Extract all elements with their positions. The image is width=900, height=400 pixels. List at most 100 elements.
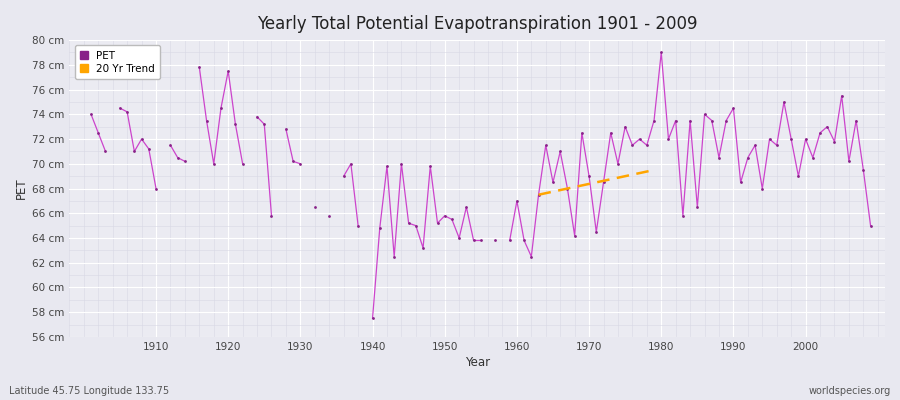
Point	[590, 229, 604, 235]
Point	[257, 121, 272, 128]
Point	[148, 185, 163, 192]
Text: Latitude 45.75 Longitude 133.75: Latitude 45.75 Longitude 133.75	[9, 386, 169, 396]
Point	[777, 99, 791, 105]
Point	[560, 185, 574, 192]
Point	[416, 245, 430, 251]
Point	[134, 136, 148, 142]
Point	[373, 225, 387, 231]
Point	[834, 92, 849, 99]
Point	[401, 220, 416, 226]
Point	[849, 117, 863, 124]
Point	[798, 136, 813, 142]
Title: Yearly Total Potential Evapotranspiration 1901 - 2009: Yearly Total Potential Evapotranspiratio…	[257, 15, 698, 33]
Point	[618, 124, 633, 130]
Text: worldspecies.org: worldspecies.org	[809, 386, 891, 396]
Point	[705, 117, 719, 124]
Point	[567, 232, 581, 239]
Point	[199, 117, 213, 124]
Point	[170, 154, 184, 161]
Point	[524, 253, 538, 260]
Point	[445, 216, 459, 223]
Point	[250, 114, 265, 120]
Point	[597, 179, 611, 186]
Point	[827, 138, 842, 145]
Point	[473, 237, 488, 244]
Point	[640, 142, 654, 148]
Point	[141, 146, 156, 152]
Point	[683, 117, 698, 124]
Point	[748, 142, 762, 148]
Point	[351, 222, 365, 229]
Point	[770, 142, 784, 148]
Point	[177, 158, 192, 164]
Point	[698, 111, 712, 118]
Point	[430, 220, 445, 226]
Point	[344, 161, 358, 167]
Point	[466, 237, 481, 244]
Point	[517, 237, 531, 244]
Point	[293, 161, 308, 167]
Point	[452, 235, 466, 241]
Point	[214, 105, 229, 111]
Point	[545, 179, 560, 186]
Point	[813, 130, 827, 136]
Point	[98, 148, 112, 155]
Point	[192, 64, 206, 70]
Point	[741, 154, 755, 161]
Point	[662, 136, 676, 142]
Point	[863, 222, 878, 229]
Point	[365, 315, 380, 322]
Point	[676, 212, 690, 219]
Point	[409, 222, 423, 229]
Point	[575, 130, 590, 136]
Point	[582, 173, 597, 179]
Point	[734, 179, 748, 186]
Point	[842, 158, 856, 164]
Point	[279, 126, 293, 132]
Point	[611, 161, 625, 167]
Point	[221, 68, 236, 74]
Point	[531, 192, 545, 198]
Point	[387, 253, 401, 260]
Point	[163, 142, 177, 148]
X-axis label: Year: Year	[464, 356, 490, 369]
Point	[502, 237, 517, 244]
Point	[337, 173, 351, 179]
Point	[229, 121, 243, 128]
Point	[308, 204, 322, 210]
Point	[423, 163, 437, 170]
Point	[286, 158, 301, 164]
Point	[488, 237, 502, 244]
Point	[647, 117, 662, 124]
Point	[626, 142, 640, 148]
Legend: PET, 20 Yr Trend: PET, 20 Yr Trend	[75, 45, 160, 79]
Point	[538, 142, 553, 148]
Point	[553, 148, 567, 155]
Point	[509, 198, 524, 204]
Point	[380, 163, 394, 170]
Point	[690, 204, 705, 210]
Point	[669, 117, 683, 124]
Point	[755, 185, 770, 192]
Point	[394, 161, 409, 167]
Point	[84, 111, 98, 118]
Point	[91, 130, 105, 136]
Point	[784, 136, 798, 142]
Point	[112, 105, 127, 111]
Point	[856, 167, 870, 173]
Point	[459, 204, 473, 210]
Point	[322, 212, 337, 219]
Point	[712, 154, 726, 161]
Point	[633, 136, 647, 142]
Point	[762, 136, 777, 142]
Point	[265, 212, 279, 219]
Point	[207, 161, 221, 167]
Point	[120, 109, 134, 115]
Point	[726, 105, 741, 111]
Y-axis label: PET: PET	[15, 178, 28, 199]
Point	[604, 130, 618, 136]
Point	[820, 124, 834, 130]
Point	[127, 148, 141, 155]
Point	[806, 154, 820, 161]
Point	[236, 161, 250, 167]
